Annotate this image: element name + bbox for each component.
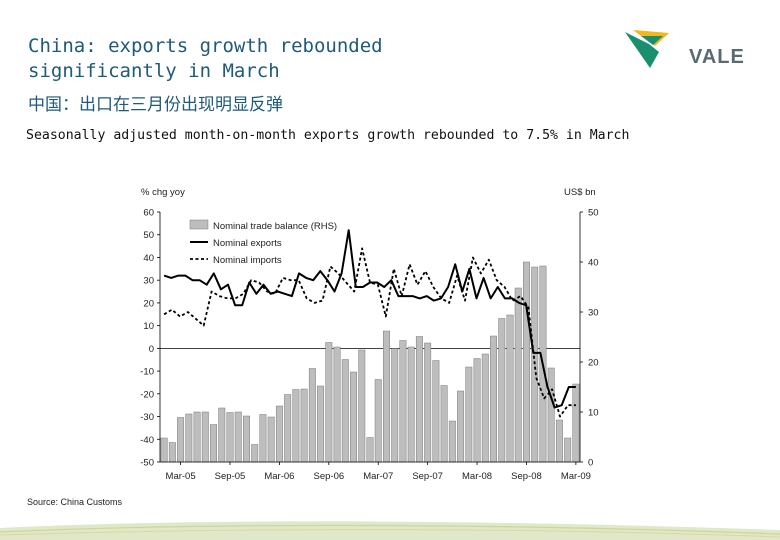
bar-trade-balance — [407, 346, 415, 463]
bar-trade-balance — [168, 442, 176, 463]
vale-logo: VALE — [625, 30, 745, 68]
bar-trade-balance — [308, 368, 316, 463]
title-line-2: significantly in March — [28, 60, 280, 82]
left-tick-label: 30 — [143, 276, 154, 287]
bar-trade-balance — [177, 417, 185, 463]
bar-trade-balance — [399, 340, 407, 463]
legend-label: Nominal trade balance (RHS) — [213, 221, 337, 232]
bar-trade-balance — [448, 420, 456, 463]
bar-trade-balance — [531, 266, 539, 463]
right-axis-title: US$ bn — [564, 187, 596, 198]
left-tick-label: 10 — [143, 321, 154, 332]
bar-trade-balance — [350, 371, 357, 463]
bar-trade-balance — [317, 385, 325, 463]
left-tick-label: -20 — [140, 389, 154, 400]
legend-label: Nominal imports — [213, 255, 282, 266]
bar-trade-balance — [284, 394, 292, 463]
right-tick-label: 0 — [588, 458, 593, 469]
x-tick-label: Mar-05 — [166, 471, 196, 482]
bar-trade-balance — [226, 412, 234, 463]
bar-trade-balance — [547, 367, 555, 463]
x-tick-label: Mar-07 — [363, 471, 393, 482]
bar-trade-balance — [498, 318, 506, 463]
bar-trade-balance — [251, 444, 259, 463]
title-line-1: China: exports growth rebounded — [28, 35, 383, 57]
bar-trade-balance — [424, 342, 432, 463]
right-tick-label: 50 — [588, 208, 599, 219]
bar-trade-balance — [193, 411, 201, 463]
logo-green-inner — [641, 36, 663, 45]
page-subtitle: Seasonally adjusted month-on-month expor… — [26, 128, 630, 143]
bar-trade-balance — [325, 342, 333, 463]
bar-trade-balance — [432, 360, 440, 463]
logo-text: VALE — [689, 46, 745, 68]
bar-trade-balance — [465, 366, 473, 463]
bar-trade-balance — [481, 353, 489, 463]
legend-swatch-trade-balance — [189, 219, 209, 230]
footer-decoration — [0, 521, 780, 540]
source-note: Source: China Customs — [27, 497, 123, 507]
bar-trade-balance — [473, 358, 481, 463]
right-tick-label: 10 — [588, 408, 599, 419]
bar-trade-balance — [275, 405, 283, 463]
legend-label: Nominal exports — [213, 238, 282, 249]
page-title-chinese: 中国：出口在三月份出现明显反弹 — [28, 95, 283, 115]
bar-trade-balance — [391, 348, 399, 463]
bar-trade-balance — [234, 411, 242, 463]
bar-trade-balance — [457, 390, 465, 463]
bar-trade-balance — [555, 419, 563, 463]
bar-trade-balance — [210, 424, 217, 463]
series-line-imports — [163, 247, 576, 418]
left-tick-label: 60 — [143, 208, 154, 219]
bar-trade-balance — [160, 437, 168, 463]
x-tick-label: Sep-08 — [511, 471, 542, 482]
left-tick-label: -40 — [140, 435, 154, 446]
bar-trade-balance — [415, 336, 423, 463]
x-tick-label: Mar-08 — [462, 471, 492, 482]
right-tick-label: 30 — [588, 308, 599, 319]
bar-trade-balance — [267, 416, 275, 463]
bar-trade-balance — [201, 411, 209, 463]
bar-trade-balance — [185, 413, 193, 463]
bar-trade-balance — [300, 388, 308, 463]
bar-trade-balance — [259, 414, 267, 463]
left-tick-label: -50 — [140, 458, 154, 469]
bar-trade-balance — [358, 349, 366, 463]
bar-trade-balance — [341, 359, 349, 463]
bar-trade-balance — [366, 437, 374, 463]
bar-trade-balance — [564, 437, 572, 463]
x-tick-label: Sep-06 — [314, 471, 345, 482]
x-tick-label: Mar-09 — [561, 471, 591, 482]
bar-trade-balance — [490, 335, 497, 463]
x-tick-label: Sep-05 — [215, 471, 246, 482]
logo-green-shape — [625, 32, 659, 68]
left-tick-label: -30 — [140, 412, 154, 423]
bar-trade-balance — [440, 385, 448, 463]
bar-trade-balance — [374, 379, 382, 463]
page-title: China: exports growth rebounded signific… — [28, 34, 383, 84]
bar-trade-balance — [333, 346, 341, 463]
bar-trade-balance — [292, 389, 300, 463]
x-tick-label: Sep-07 — [412, 471, 443, 482]
left-axis-title: % chg yoy — [141, 187, 185, 198]
bar-trade-balance — [383, 330, 390, 463]
left-tick-label: 50 — [143, 230, 154, 241]
left-tick-label: 20 — [143, 298, 154, 309]
bar-trade-balance — [218, 407, 226, 463]
bar-trade-balance — [506, 314, 514, 463]
bar-trade-balance — [243, 415, 250, 463]
left-tick-label: 0 — [149, 344, 154, 355]
bar-trade-balance — [514, 287, 522, 463]
left-tick-label: -10 — [140, 367, 154, 378]
x-tick-label: Mar-06 — [264, 471, 294, 482]
right-tick-label: 40 — [588, 258, 599, 269]
right-tick-label: 20 — [588, 358, 599, 369]
left-tick-label: 40 — [143, 253, 154, 264]
bar-trade-balance — [572, 383, 580, 463]
bar-trade-balance — [523, 261, 530, 463]
